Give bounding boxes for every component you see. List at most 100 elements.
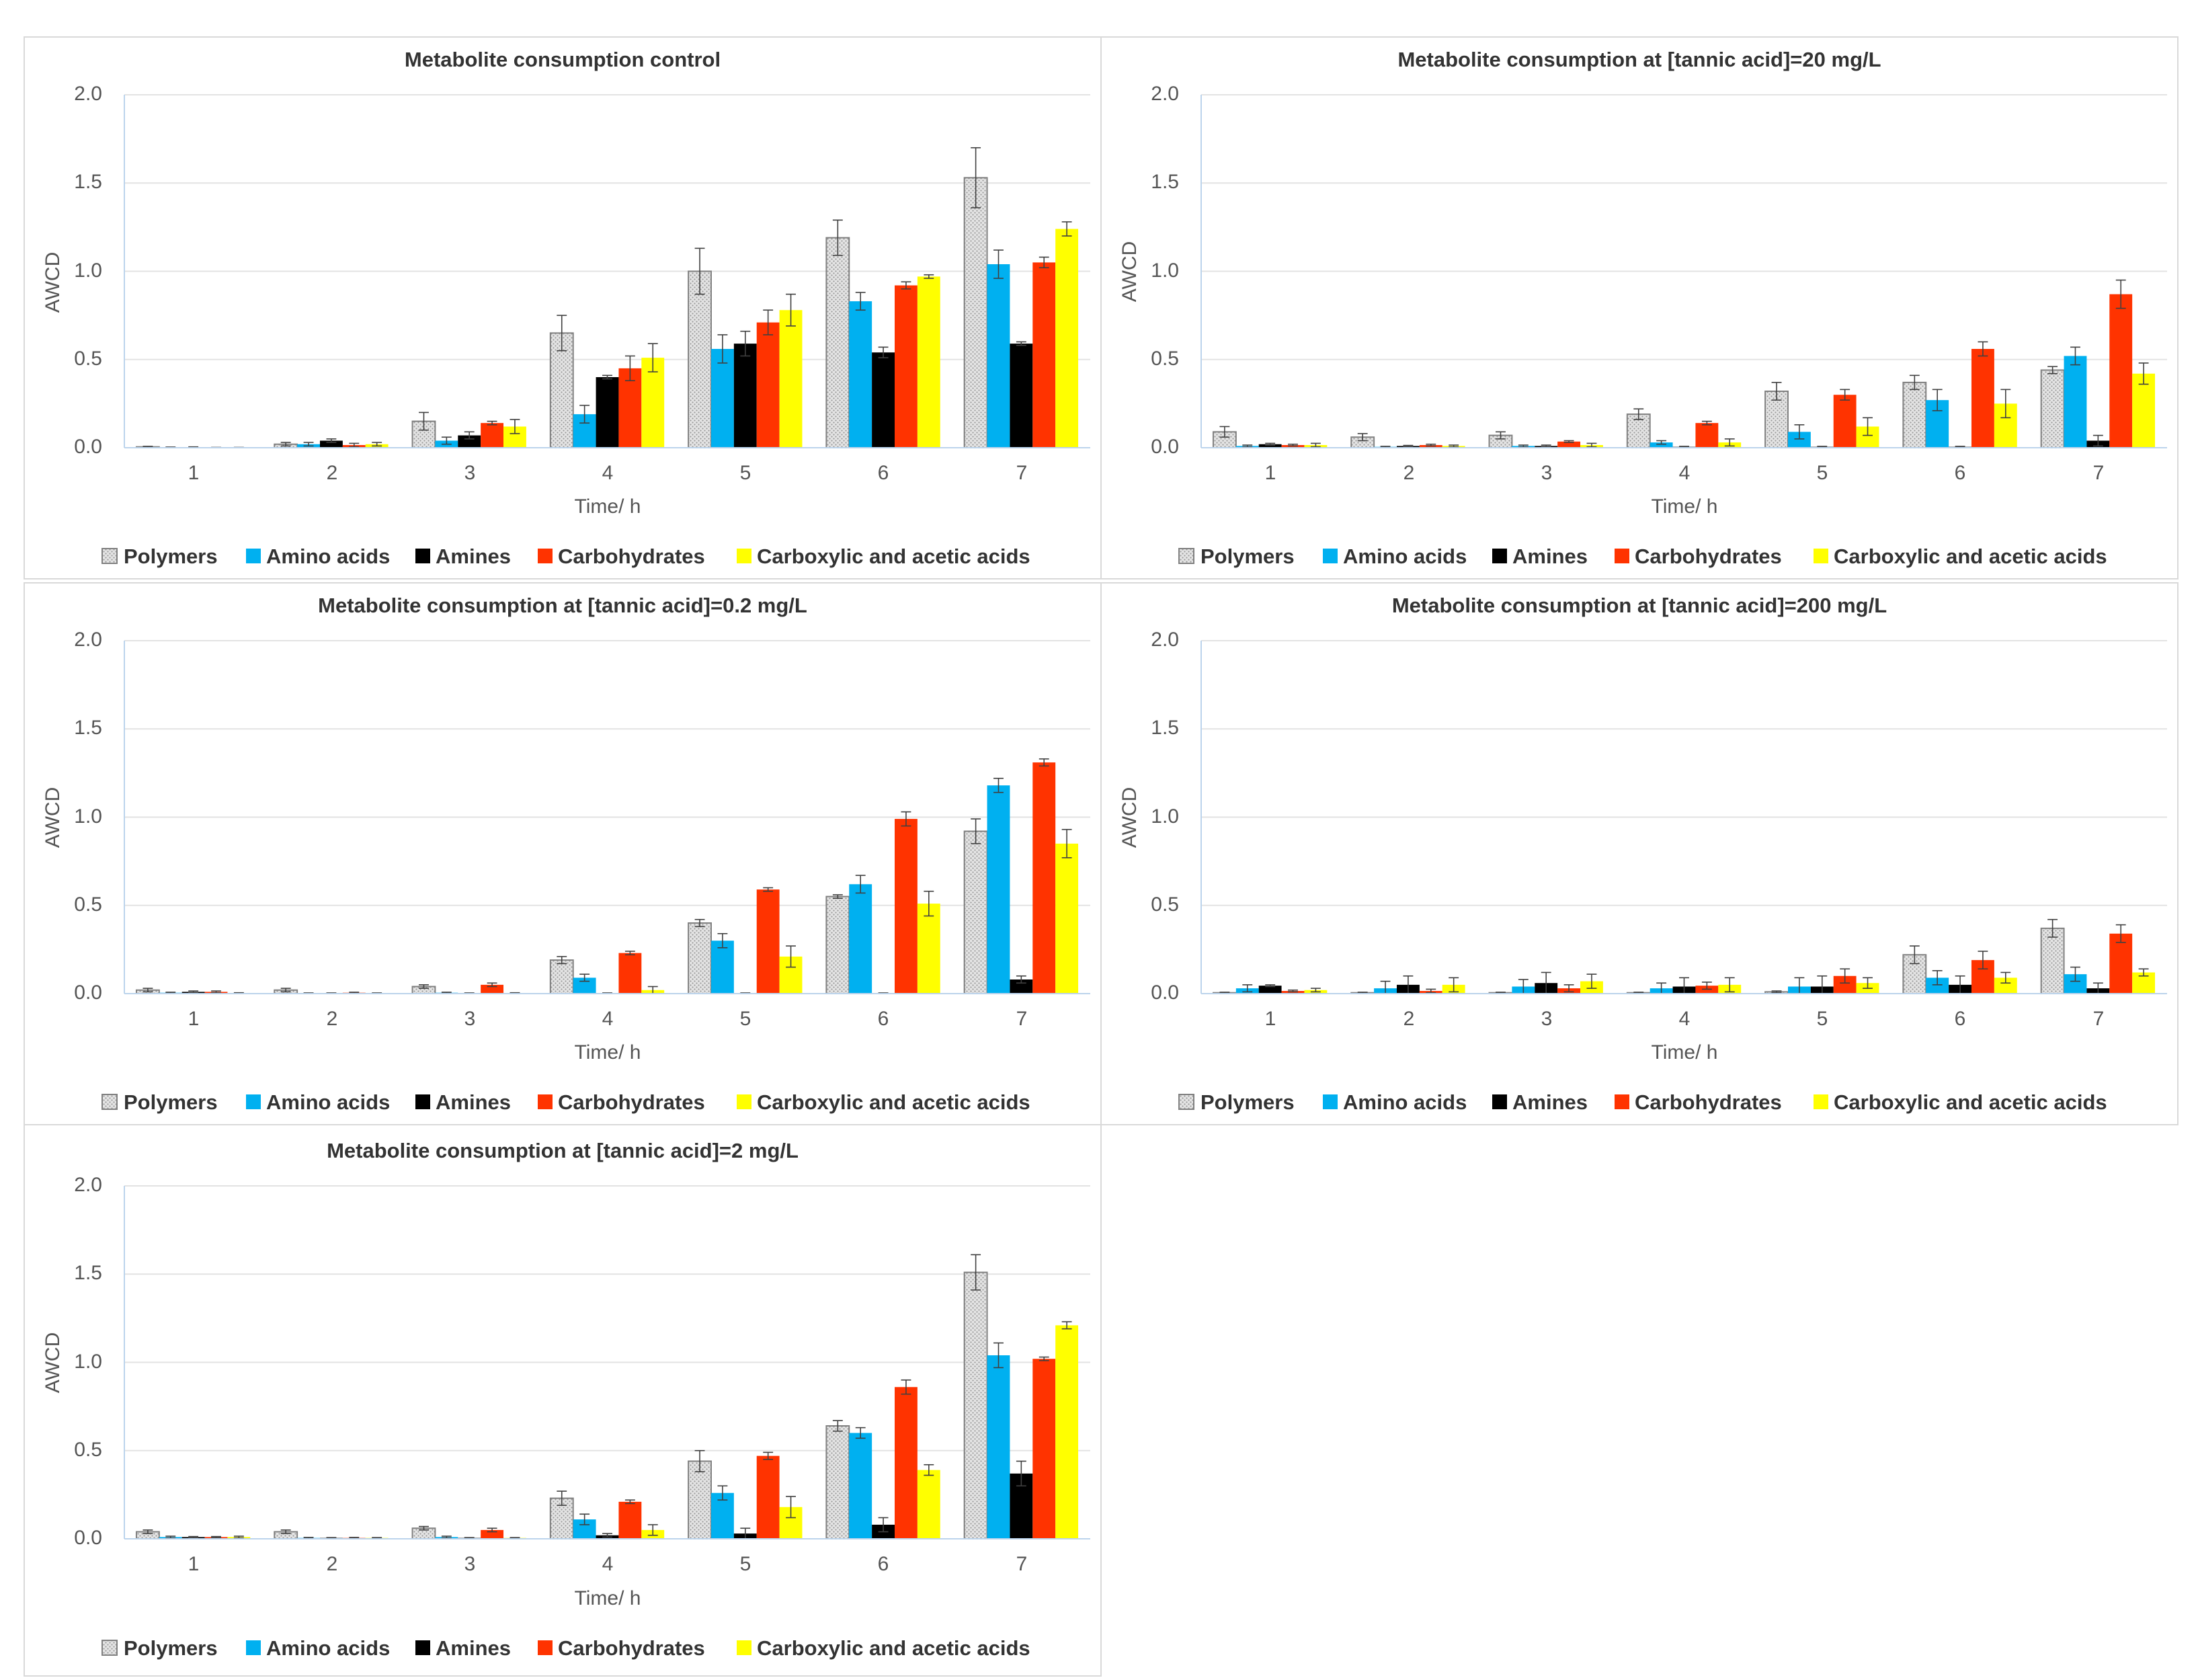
bar-amino-acids bbox=[987, 785, 1010, 994]
chart-title: Metabolite consumption control bbox=[405, 48, 721, 71]
legend-swatch-polymers bbox=[1178, 548, 1194, 564]
y-tick-label: 0.0 bbox=[1151, 436, 1179, 458]
error-bar-carbohydrates bbox=[487, 420, 497, 426]
x-tick-label: 6 bbox=[1955, 1008, 1966, 1030]
error-bar-amino-acids bbox=[717, 334, 728, 364]
error-bar-carbohydrates bbox=[1840, 968, 1850, 984]
error-bar-carboxylic-acids bbox=[1586, 442, 1597, 448]
error-bar-amino-acids bbox=[993, 249, 1004, 279]
error-bar-amines bbox=[1541, 444, 1551, 448]
error-bar-carboxylic-acids bbox=[647, 1524, 658, 1536]
bar-polymers bbox=[2040, 927, 2065, 994]
plot-area bbox=[1200, 640, 2167, 994]
error-bar-polymers bbox=[832, 219, 843, 256]
x-tick-label: 3 bbox=[1541, 1008, 1553, 1030]
legend-swatch-carboxylic-acids bbox=[737, 1094, 751, 1109]
error-bar-polymers bbox=[2047, 918, 2058, 938]
y-axis-title: AWCD bbox=[1118, 241, 1141, 303]
x-tick-label: 4 bbox=[602, 1553, 614, 1575]
x-tick-label: 5 bbox=[1817, 1008, 1828, 1030]
error-bar-carbohydrates bbox=[1563, 984, 1574, 993]
error-bar-amines bbox=[188, 990, 199, 994]
error-bar-carboxylic-acids bbox=[2000, 389, 2011, 419]
plot-area bbox=[1200, 94, 2167, 448]
bar-carbohydrates bbox=[2109, 294, 2133, 448]
bar-polymers bbox=[688, 922, 712, 994]
error-bar-amino-acids bbox=[855, 875, 866, 894]
error-bar-carbohydrates bbox=[487, 982, 497, 988]
bar-amino-acids bbox=[1926, 977, 1949, 994]
bar-carbohydrates bbox=[618, 953, 642, 994]
plot-area bbox=[124, 94, 1090, 448]
legend-label-amino-acids: Amino acids bbox=[266, 1090, 390, 1114]
error-bar-carbohydrates bbox=[2115, 279, 2126, 309]
error-bar-polymers bbox=[694, 1449, 705, 1473]
y-tick-label: 2.0 bbox=[74, 629, 102, 651]
bar-carboxylic-acids bbox=[917, 1470, 940, 1539]
x-tick-label: 7 bbox=[2093, 1008, 2105, 1030]
legend-label-carbohydrates: Carbohydrates bbox=[558, 545, 705, 568]
panel-frame bbox=[24, 1124, 1102, 1677]
error-bar-carboxylic-acids bbox=[1724, 438, 1735, 447]
error-bar-polymers bbox=[419, 411, 429, 431]
panel-frame bbox=[1100, 582, 2179, 1125]
error-bar-polymers bbox=[694, 247, 705, 295]
error-bar-carbohydrates bbox=[1039, 1356, 1049, 1361]
chart-title: Metabolite consumption at [tannic acid]=… bbox=[327, 1139, 799, 1162]
error-bar-carbohydrates bbox=[2115, 924, 2126, 943]
bar-amino-acids bbox=[710, 349, 734, 448]
y-tick-label: 1.5 bbox=[1151, 171, 1179, 193]
bar-amino-acids bbox=[1650, 442, 1673, 448]
legend-swatch-carboxylic-acids bbox=[737, 1640, 751, 1655]
legend-label-carbohydrates: Carbohydrates bbox=[558, 1636, 705, 1660]
bar-polymers bbox=[2040, 369, 2065, 448]
error-bar-polymers bbox=[143, 988, 153, 993]
bar-polymers bbox=[688, 270, 712, 448]
error-bar-carbohydrates bbox=[901, 281, 911, 290]
x-tick-label: 6 bbox=[878, 1008, 889, 1030]
legend: Polymers Amino acids Amines Carbohydrate… bbox=[101, 1090, 1030, 1114]
legend-label-amino-acids: Amino acids bbox=[266, 1636, 390, 1660]
bar-carbohydrates bbox=[1833, 395, 1857, 448]
bar-amines bbox=[1258, 986, 1282, 994]
bar-carboxylic-acids bbox=[917, 276, 940, 448]
legend-swatch-polymers bbox=[101, 1094, 118, 1110]
legend-label-polymers: Polymers bbox=[1200, 1090, 1295, 1114]
legend-swatch-carboxylic-acids bbox=[1814, 1094, 1828, 1109]
legend-label-polymers: Polymers bbox=[124, 1636, 218, 1660]
error-bar-carboxylic-acids bbox=[2000, 971, 2011, 984]
error-bar-carboxylic-acids bbox=[1449, 977, 1459, 993]
error-bar-amino-acids bbox=[579, 405, 590, 424]
error-bar-amino-acids bbox=[579, 973, 590, 982]
bar-amines bbox=[596, 377, 619, 448]
error-bar-amines bbox=[1016, 1460, 1026, 1487]
error-bar-amino-acids bbox=[717, 932, 728, 949]
error-bar-carboxylic-acids bbox=[924, 274, 934, 279]
x-tick-label: 2 bbox=[327, 1008, 338, 1030]
legend-swatch-amino-acids bbox=[1323, 1094, 1338, 1109]
error-bar-carboxylic-acids bbox=[372, 442, 382, 447]
x-tick-label: 7 bbox=[1016, 1553, 1028, 1575]
x-tick-label: 6 bbox=[878, 1553, 889, 1575]
error-bar-carboxylic-acids bbox=[1724, 977, 1735, 993]
y-tick-label: 1.0 bbox=[74, 259, 102, 282]
x-tick-label: 4 bbox=[602, 1008, 614, 1030]
y-tick-label: 1.0 bbox=[1151, 259, 1179, 282]
error-bar-carbohydrates bbox=[1840, 389, 1850, 401]
bar-carboxylic-acids bbox=[1055, 843, 1079, 994]
bar-amino-acids bbox=[2064, 356, 2087, 448]
error-bar-amines bbox=[1403, 444, 1414, 447]
x-tick-label: 7 bbox=[1016, 462, 1028, 484]
y-tick-label: 1.5 bbox=[1151, 717, 1179, 739]
error-bar-polymers bbox=[557, 956, 567, 965]
error-bar-carbohydrates bbox=[1288, 443, 1298, 447]
y-tick-label: 0.0 bbox=[74, 1527, 102, 1549]
legend-label-amino-acids: Amino acids bbox=[266, 545, 390, 568]
legend-label-carbohydrates: Carbohydrates bbox=[1635, 1090, 1782, 1114]
bar-amino-acids bbox=[987, 264, 1010, 448]
error-bar-amines bbox=[464, 431, 475, 440]
error-bar-polymers bbox=[419, 984, 429, 989]
error-bar-carboxylic-acids bbox=[510, 419, 520, 434]
legend: Polymers Amino acids Amines Carbohydrate… bbox=[101, 545, 1030, 568]
